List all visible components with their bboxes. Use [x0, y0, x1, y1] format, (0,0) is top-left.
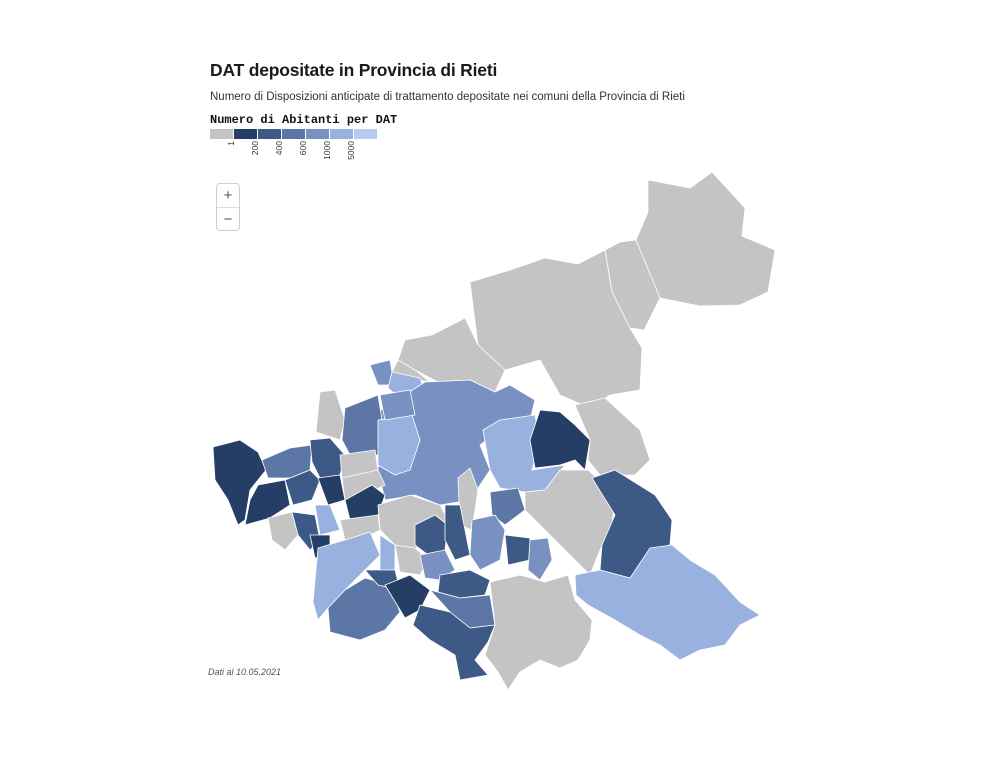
municipality[interactable] — [527, 537, 553, 581]
zoom-control: + − — [216, 183, 240, 231]
legend-swatch — [282, 129, 305, 139]
legend-color-scale — [210, 129, 378, 139]
legend-swatch — [234, 129, 257, 139]
municipality[interactable] — [309, 437, 346, 479]
municipality[interactable] — [379, 389, 416, 421]
legend-swatch — [330, 129, 353, 139]
legend-swatch — [354, 129, 377, 139]
municipality[interactable] — [284, 469, 321, 506]
municipality[interactable] — [574, 397, 651, 476]
zoom-out-button[interactable]: − — [217, 207, 239, 231]
map-title: DAT depositate in Provincia di Rieti — [210, 60, 498, 80]
municipality[interactable] — [635, 171, 776, 307]
legend-title: Numero di Abitanti per DAT — [210, 113, 398, 127]
municipality[interactable] — [482, 414, 566, 493]
municipality[interactable] — [212, 439, 267, 526]
municipality[interactable] — [327, 577, 401, 641]
zoom-in-button[interactable]: + — [223, 187, 233, 204]
legend-swatch — [258, 129, 281, 139]
municipality[interactable] — [267, 511, 299, 551]
municipality[interactable] — [529, 409, 591, 471]
municipality[interactable] — [315, 389, 346, 441]
map-subtitle: Numero di Disposizioni anticipate di tra… — [210, 91, 685, 103]
municipality[interactable] — [574, 544, 761, 661]
municipality[interactable] — [384, 574, 431, 619]
data-date-note: Dati al 10.05.2021 — [208, 667, 282, 677]
municipality[interactable] — [484, 574, 593, 691]
municipality[interactable] — [412, 604, 496, 681]
municipality[interactable] — [341, 394, 383, 456]
legend-swatch — [210, 129, 233, 139]
municipality[interactable] — [312, 531, 381, 621]
municipality[interactable] — [314, 504, 341, 536]
municipality[interactable] — [489, 487, 526, 526]
municipality[interactable] — [504, 534, 531, 566]
municipality[interactable] — [317, 474, 346, 506]
municipality[interactable] — [469, 514, 506, 571]
municipality[interactable] — [469, 249, 643, 409]
legend-swatch — [306, 129, 329, 139]
